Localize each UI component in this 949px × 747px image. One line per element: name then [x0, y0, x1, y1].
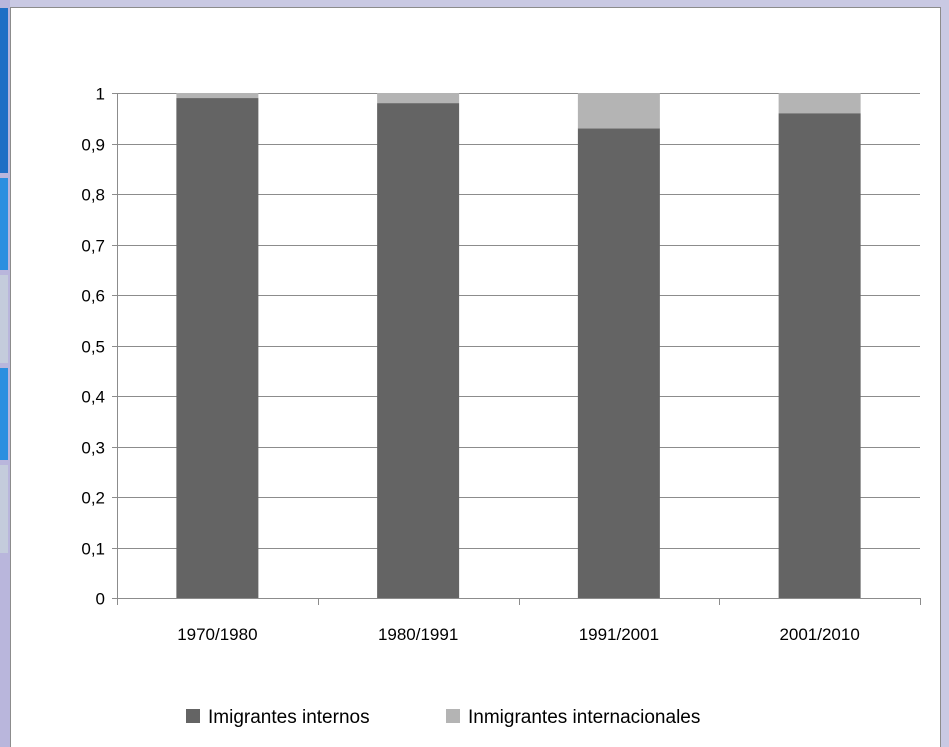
x-tick-label: 1980/1991	[378, 625, 458, 644]
bar-international	[577, 93, 660, 129]
x-tick-labels: 1970/1980 1980/1991 1991/2001 2001/2010	[177, 625, 860, 644]
x-tick-label: 1970/1980	[177, 625, 257, 644]
legend: Imigrantes internos Inmigrantes internaci…	[186, 707, 700, 728]
bar-international	[176, 93, 259, 99]
y-tick-label: 0,9	[81, 136, 105, 155]
x-tick-label: 2001/2010	[779, 625, 859, 644]
y-tick-label: 0,8	[81, 186, 105, 205]
y-tick-label: 0,3	[81, 439, 105, 458]
legend-swatch-international	[446, 709, 460, 723]
legend-swatch-internal	[186, 709, 200, 723]
bar-internal	[176, 98, 259, 599]
y-tick-label: 1	[96, 85, 105, 104]
y-tick-label: 0,2	[81, 489, 105, 508]
y-tick-labels: 0 0,1 0,2 0,3 0,4 0,5 0,6 0,7 0,8 0,9 1	[81, 85, 105, 609]
edge-segment	[0, 178, 8, 270]
bar-internal	[778, 113, 861, 598]
y-tick-label: 0,5	[81, 338, 105, 357]
bar-international	[778, 93, 861, 114]
y-tick-label: 0	[96, 590, 105, 609]
legend-label: Inmigrantes internacionales	[468, 707, 700, 728]
axes	[117, 93, 921, 605]
edge-segment	[0, 368, 8, 460]
y-tick-label: 0,4	[81, 388, 105, 407]
bar-international	[377, 93, 460, 104]
bar-internal	[377, 103, 460, 598]
bars	[176, 93, 861, 599]
y-tick-label: 0,1	[81, 540, 105, 559]
legend-label: Imigrantes internos	[208, 707, 370, 728]
x-tick-label: 1991/2001	[579, 625, 659, 644]
y-tick-label: 0,6	[81, 287, 105, 306]
edge-segment	[0, 8, 8, 173]
bar-internal	[577, 128, 660, 598]
edge-segment	[0, 275, 8, 363]
window-left-edge	[0, 0, 10, 747]
y-tick-label: 0,7	[81, 237, 105, 256]
edge-segment	[0, 465, 8, 553]
